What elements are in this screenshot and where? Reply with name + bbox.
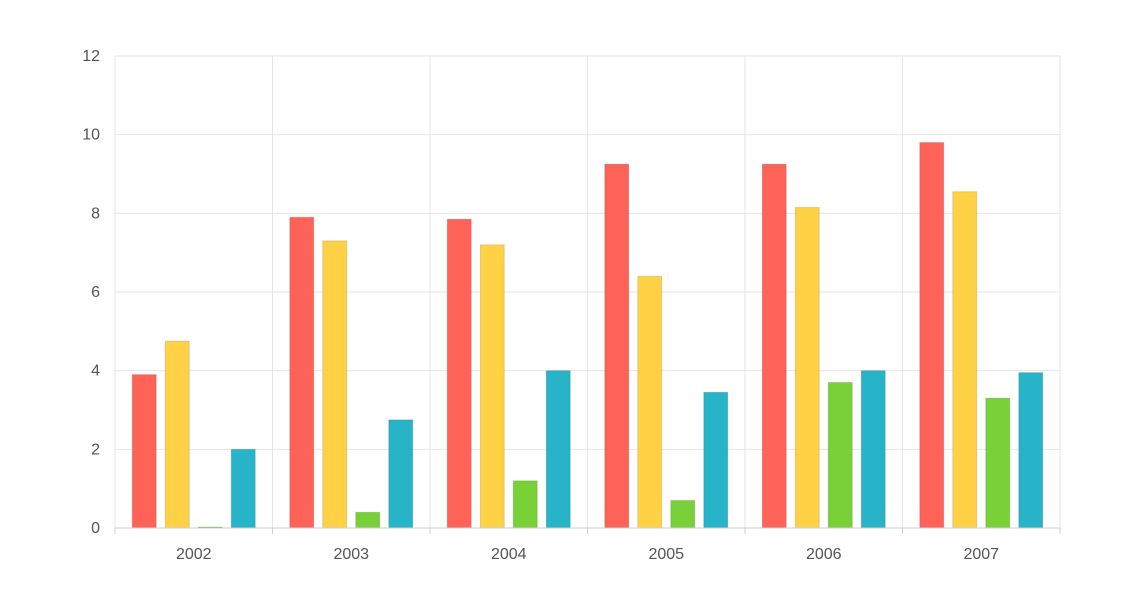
- bar-series-1-2007[interactable]: [919, 142, 945, 529]
- x-tick-label: 2005: [648, 546, 684, 563]
- y-tick-label: 8: [91, 205, 100, 222]
- bar-series-3-2003[interactable]: [355, 511, 381, 529]
- bar-series-4-2003[interactable]: [388, 419, 414, 529]
- bar-series-3-2005[interactable]: [670, 499, 696, 529]
- y-tick-label: 4: [91, 363, 100, 380]
- bar-series-2-2005[interactable]: [637, 275, 663, 529]
- bar-series-1-2003[interactable]: [289, 216, 315, 529]
- bar-series-3-2004[interactable]: [512, 480, 538, 529]
- bar-series-2-2004[interactable]: [479, 244, 505, 529]
- bar-series-3-2007[interactable]: [985, 397, 1011, 529]
- bar-series-2-2006[interactable]: [794, 206, 820, 529]
- grid: [114, 55, 1061, 529]
- bar-series-2-2002[interactable]: [164, 340, 190, 529]
- bar-series-4-2007[interactable]: [1018, 372, 1044, 529]
- x-tick-label: 2004: [491, 546, 527, 563]
- y-tick-label: 2: [91, 441, 100, 458]
- bar-series-4-2002[interactable]: [230, 448, 256, 529]
- y-tick-label: 10: [82, 127, 100, 144]
- bar-series-1-2002[interactable]: [131, 374, 157, 529]
- y-tick-label: 0: [91, 520, 100, 537]
- bar-series-4-2005[interactable]: [703, 391, 729, 529]
- bars: [131, 142, 1044, 529]
- bar-series-2-2003[interactable]: [322, 240, 348, 529]
- y-tick-label: 6: [91, 284, 100, 301]
- bar-series-3-2006[interactable]: [827, 381, 853, 529]
- y-tick-label: 12: [82, 48, 100, 65]
- x-tick-label: 2003: [333, 546, 369, 563]
- bar-series-4-2006[interactable]: [860, 370, 886, 529]
- bar-series-1-2004[interactable]: [446, 218, 472, 529]
- bar-series-2-2007[interactable]: [952, 191, 978, 529]
- bar-series-4-2004[interactable]: [545, 370, 571, 529]
- bar-series-1-2006[interactable]: [761, 163, 787, 529]
- x-tick-label: 2007: [963, 546, 999, 563]
- x-tick-label: 2002: [176, 546, 212, 563]
- bar-series-1-2005[interactable]: [604, 163, 630, 529]
- x-tick-label: 2006: [806, 546, 842, 563]
- axes: 0 2 4 6 8 10 12 2002 2003 2004 2005 2006 2007: [82, 48, 1061, 563]
